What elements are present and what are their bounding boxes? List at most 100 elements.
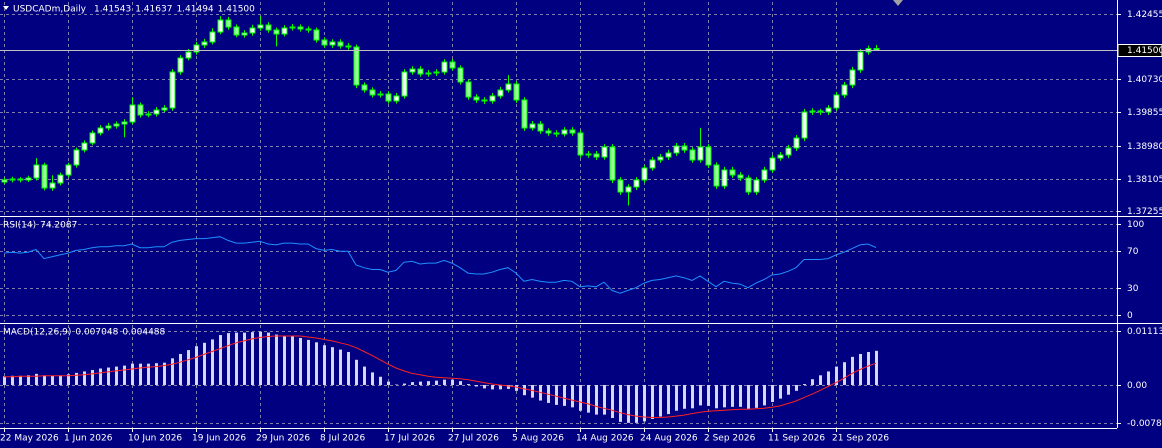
candle-body [433,71,440,74]
candle-body [689,149,696,161]
candle-body [209,31,216,43]
macd-bar [99,368,102,386]
indicator-value: 0.007048 [75,328,118,338]
candle-body [417,68,424,75]
macd-bar [347,352,350,386]
x-tick-label: 8 Jul 2026 [320,434,365,444]
macd-bar [691,385,694,409]
macd-bar [739,385,742,407]
macd-bar [587,385,590,413]
indicator-title: RSI(14) [3,221,36,231]
macd-bar [819,375,822,386]
candle-body [777,154,784,159]
macd-bar [787,385,790,395]
macd-bar [227,333,230,386]
candle-body [145,113,152,116]
macd-bar [75,372,78,386]
candle-body [89,132,96,144]
y-tick-label: -0.00785 [1127,419,1162,429]
macd-bar [675,385,678,411]
bid-label-box [1117,44,1162,57]
candle-body [737,174,744,179]
candle-body [641,167,648,181]
candle-body [57,174,64,184]
candle-body [9,178,16,181]
macd-bar [731,385,734,407]
x-tick-label: 10 Jun 2026 [128,434,182,444]
candle-body [273,29,280,35]
y-tick-label: 1.42455 [1127,10,1162,20]
macd-bar [467,384,470,386]
rsi-line [3,236,877,294]
candle-body [633,179,640,188]
macd-bar [323,345,326,386]
macd-bar [651,385,654,419]
macd-bar [443,379,446,386]
macd-bar [11,375,14,386]
macd-bar [51,375,54,386]
ohlc-value: 1.41543 [94,5,131,15]
macd-bar [331,347,334,386]
macd-bar [683,385,686,409]
candle-body [457,67,464,83]
macd-bar [475,385,478,387]
candle-body [41,164,48,189]
macd-bar [235,332,238,386]
candle-body [801,111,808,139]
candle-body [561,129,568,135]
macd-bar [403,383,406,386]
macd-bar [771,385,774,402]
indicator-title: MACD(12,26,9) [3,328,71,338]
macd-bar [611,385,614,419]
candle-body [153,109,160,115]
macd-bar [595,385,598,415]
candle-body [105,125,112,129]
menu-triangle [3,6,9,10]
candle-body [329,41,336,46]
candle-body [473,96,480,101]
candle-body [233,26,240,36]
chart-title: USDCADm,Daily [13,5,87,15]
x-tick-label: 21 Sep 2026 [832,434,889,444]
macd-bar [435,380,438,386]
macd-bar [563,385,566,406]
x-tick-label: 29 Jun 2026 [256,434,310,444]
candle-body [217,19,224,33]
candle-body [265,24,272,31]
candle-body [849,69,856,86]
macd-bar [363,366,366,386]
candle-body [1,179,8,183]
candle-body [65,164,72,176]
candle-body [657,156,664,161]
macd-bar [763,385,766,406]
x-tick-label: 22 May 2026 [0,434,59,444]
candle-body [537,123,544,132]
macd-bar [275,334,278,386]
x-tick-label: 2 Sep 2026 [704,434,756,444]
macd-bar [707,385,710,406]
candle-body [169,71,176,109]
macd-bar [747,385,750,409]
macd-bar [355,359,358,386]
y-tick-label: 0.01113 [1127,327,1162,337]
candle-body [225,19,232,28]
y-tick-label: 100 [1127,220,1144,230]
macd-bar [371,372,374,386]
candle-body [361,84,368,91]
candle-body [489,95,496,102]
bid-label: 1.41500 [1127,46,1162,56]
x-tick-label: 14 Aug 2026 [576,434,634,444]
candle-body [441,61,448,73]
macd-bar [851,356,854,386]
candle-body [833,94,840,109]
candle-body [297,26,304,30]
macd-bar [107,367,110,386]
candle-body [673,145,680,154]
macd-bar [459,381,462,386]
macd-bar [507,385,510,389]
macd-bar [603,385,606,415]
candle-body [185,51,192,59]
candle-body [529,123,536,129]
